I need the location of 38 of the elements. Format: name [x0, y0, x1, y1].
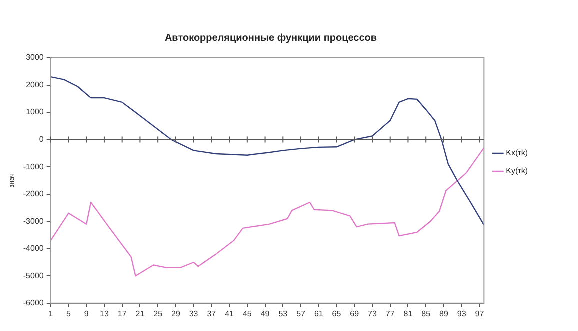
x-tick-label: 93: [457, 309, 467, 318]
legend-label: Ky(τk): [506, 166, 528, 176]
x-tick-label: 41: [225, 309, 235, 318]
x-tick-label: 33: [189, 309, 199, 318]
y-tick-label: -4000: [23, 244, 44, 254]
x-tick-label: 57: [296, 309, 306, 318]
x-tick-label: 97: [475, 309, 485, 318]
y-tick-label: -1000: [23, 162, 44, 172]
x-tick-label: 85: [422, 309, 432, 318]
y-tick-label: -5000: [23, 271, 44, 280]
x-tick-label: 9: [84, 309, 90, 318]
x-tick-label: 89: [440, 309, 449, 318]
x-tick-label: 1: [48, 309, 54, 318]
x-tick-label: 5: [66, 309, 72, 318]
x-tick-label: 37: [207, 309, 217, 318]
x-tick-label: 81: [404, 309, 414, 318]
x-tick-label: 77: [386, 309, 396, 318]
x-tick-label: 61: [314, 309, 324, 318]
y-tick-label: 2000: [26, 80, 44, 90]
x-tick-label: 13: [100, 309, 110, 318]
y-tick-label: 1000: [26, 108, 44, 117]
chart-title: Автокорреляционные функции процессов: [164, 32, 378, 44]
x-tick-label: 21: [136, 309, 146, 318]
legend-label: Kx(τk): [506, 148, 528, 158]
y-tick-label: -6000: [23, 298, 44, 308]
x-tick-label: 73: [368, 309, 378, 318]
x-tick-label: 29: [171, 309, 181, 318]
y-tick-label: -2000: [23, 190, 44, 199]
x-tick-label: 53: [278, 309, 288, 318]
x-tick-label: 69: [350, 309, 360, 318]
y-tick-label: 3000: [26, 53, 44, 62]
x-tick-label: 49: [260, 309, 270, 318]
y-tick-label: -3000: [23, 216, 44, 226]
x-tick-label: 17: [118, 309, 128, 318]
x-tick-label: 65: [332, 309, 342, 318]
x-tick-label: 25: [154, 309, 164, 318]
y-tick-label: 0: [39, 135, 44, 144]
x-tick-label: 45: [242, 309, 252, 318]
